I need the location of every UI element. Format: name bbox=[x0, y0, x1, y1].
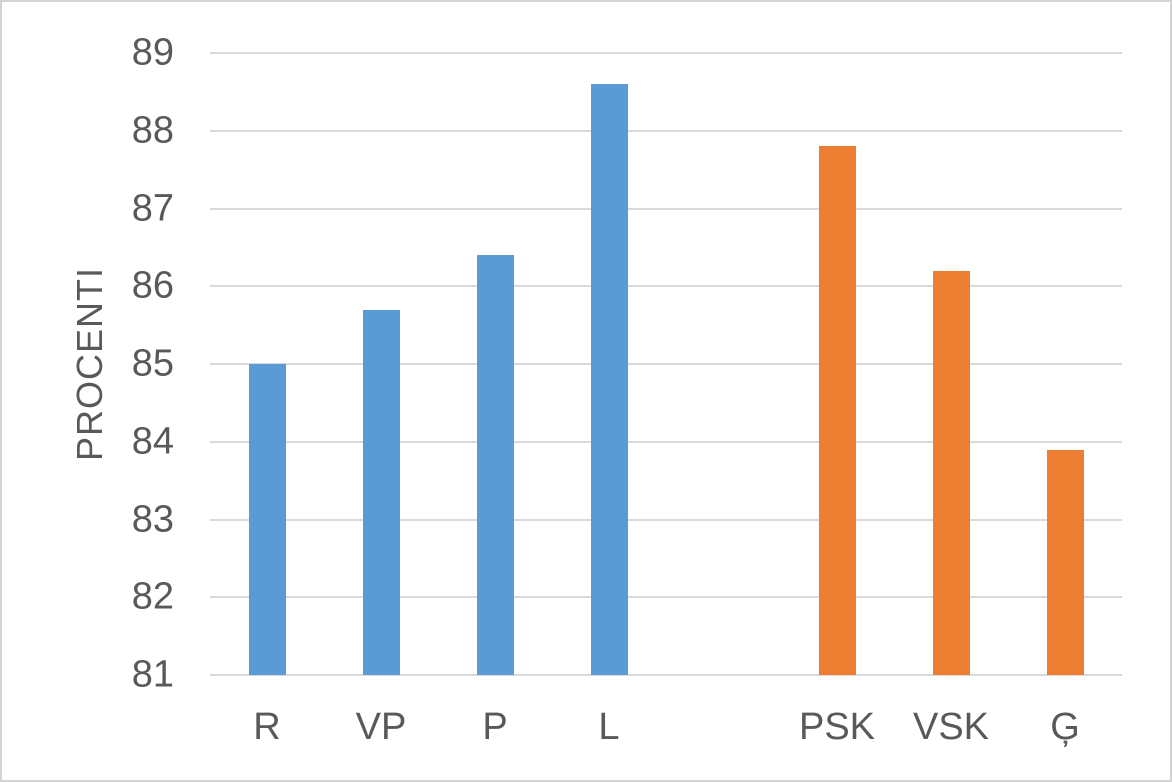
y-tick-label: 87 bbox=[131, 187, 174, 229]
y-tick-label: 81 bbox=[131, 653, 174, 696]
gridline bbox=[210, 129, 1122, 132]
bar-R bbox=[248, 364, 286, 675]
y-tick-label: 82 bbox=[131, 575, 174, 618]
bar-VP bbox=[362, 309, 400, 675]
y-tick-label: 89 bbox=[131, 31, 174, 74]
bar-PSK bbox=[818, 146, 856, 675]
gridline bbox=[210, 363, 1122, 365]
bar-P bbox=[476, 255, 514, 675]
gridline bbox=[210, 285, 1122, 288]
x-axis-label-PSK: PSK bbox=[798, 706, 876, 748]
bar-VSK bbox=[932, 270, 970, 675]
x-axis-label-VSK: VSK bbox=[912, 706, 990, 748]
gridline bbox=[210, 440, 1122, 443]
gridline bbox=[210, 596, 1122, 599]
gridline bbox=[210, 207, 1122, 210]
x-axis-label-VP: VP bbox=[355, 706, 407, 748]
bar-Ģ bbox=[1046, 449, 1084, 675]
y-tick-label: 86 bbox=[131, 264, 174, 307]
y-tick-label: 84 bbox=[131, 420, 174, 463]
y-tick-label: 88 bbox=[131, 109, 174, 152]
x-axis-label-P: P bbox=[482, 706, 508, 748]
x-axis-label-R: R bbox=[253, 706, 281, 748]
gridline bbox=[210, 674, 1122, 676]
y-tick-label: 85 bbox=[131, 342, 174, 385]
x-axis-label-Ģ: Ģ bbox=[1050, 706, 1080, 748]
bar-L bbox=[590, 84, 628, 675]
x-axis-label-L: L bbox=[598, 706, 620, 748]
y-tick-label: 83 bbox=[131, 498, 174, 540]
gridline bbox=[210, 518, 1122, 521]
gridline bbox=[210, 52, 1122, 54]
